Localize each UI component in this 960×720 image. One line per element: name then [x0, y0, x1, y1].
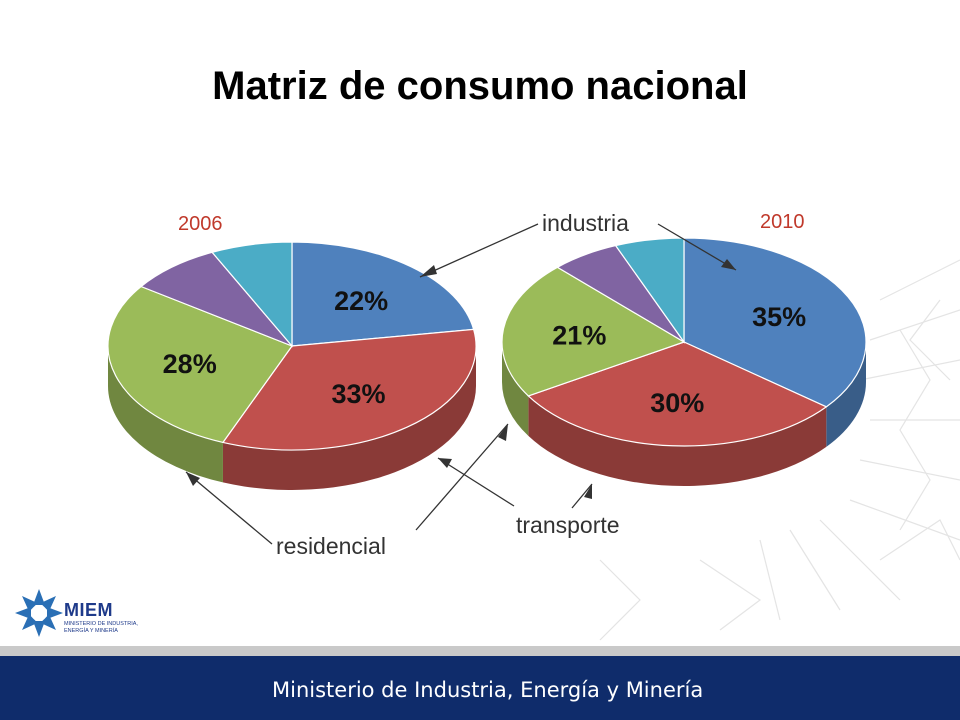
logo-text: MIEM MINISTERIO DE INDUSTRIA, ENERGÍA Y …	[64, 600, 144, 635]
callout-industria: industria	[542, 210, 629, 236]
year-label-2006: 2006	[178, 213, 223, 235]
pie0-slice-1	[221, 328, 477, 451]
residencial-arrow-right	[415, 423, 509, 531]
pie0-slice-3	[139, 251, 293, 347]
pie1-slice-0	[683, 237, 867, 408]
pie0-side-2	[108, 346, 223, 483]
pie1-slice-2	[501, 266, 686, 397]
year-label-2010: 2010	[760, 211, 805, 233]
pie0-label-2: 28%	[163, 349, 217, 379]
pie1-label-0: 35%	[752, 302, 806, 332]
pie0-slice-2	[107, 285, 293, 444]
pie0-side-1	[222, 346, 476, 490]
residencial-arrow-left	[185, 471, 273, 545]
footer-bar	[0, 656, 960, 720]
callout-arrows	[185, 223, 737, 545]
pie1-label-2: 21%	[552, 320, 606, 350]
arrowheads	[186, 259, 736, 499]
logo-name: MIEM	[64, 600, 113, 620]
pie1-slice-4	[614, 237, 685, 344]
pie-chart-2006: 22% 33% 28%	[107, 241, 477, 490]
pie0-slice-0	[291, 241, 475, 347]
callout-residencial: residencial	[276, 533, 386, 559]
pie1-side-1	[528, 395, 827, 486]
miem-logo-icon	[15, 589, 63, 637]
footer-separator	[0, 646, 960, 656]
pie1-slice-1	[527, 341, 828, 447]
logo-subtitle: MINISTERIO DE INDUSTRIA, ENERGÍA Y MINER…	[64, 621, 138, 634]
pie0-slice-4	[211, 241, 293, 348]
pie0-label-0: 22%	[334, 286, 388, 316]
transporte-arrow-right	[571, 483, 593, 509]
pie1-label-1: 30%	[650, 388, 704, 418]
pie0-label-1: 33%	[332, 379, 386, 409]
footer-text: Ministerio de Industria, Energía y Miner…	[272, 678, 704, 702]
industria-arrow-left	[419, 223, 539, 278]
industria-arrow-right	[657, 223, 737, 271]
pie1-side-2	[502, 342, 529, 436]
page-title: Matriz de consumo nacional	[212, 64, 748, 108]
transporte-arrow-left	[437, 457, 515, 507]
pie1-side-0	[826, 342, 866, 447]
pie-chart-2010: 35% 30% 21%	[501, 237, 867, 486]
callout-transporte: transporte	[516, 512, 620, 538]
